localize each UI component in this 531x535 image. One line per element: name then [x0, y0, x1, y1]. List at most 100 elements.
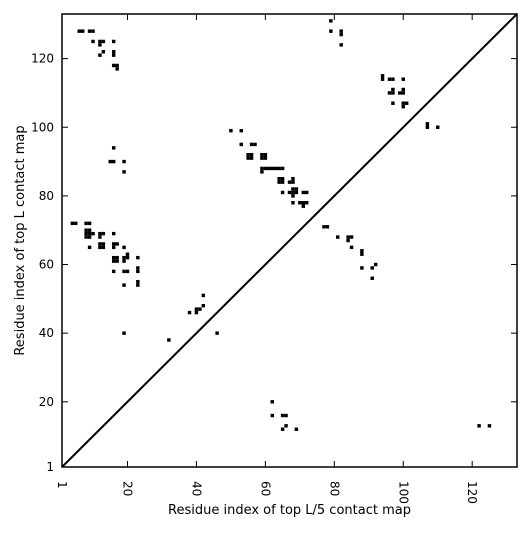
contact-point — [91, 29, 95, 33]
contact-point — [111, 242, 116, 246]
contact-point — [370, 266, 374, 270]
contact-point — [246, 152, 250, 157]
contact-point — [249, 152, 254, 157]
contact-point — [111, 231, 116, 236]
contact-point — [115, 259, 119, 263]
contact-point — [194, 307, 199, 311]
contact-point — [391, 101, 395, 105]
x-tick-label: 80 — [327, 481, 341, 496]
contact-point — [201, 303, 206, 308]
contact-point — [167, 338, 171, 342]
contact-point — [263, 152, 268, 157]
contact-point — [373, 262, 378, 267]
diagonal-line — [61, 13, 518, 468]
contact-point — [111, 259, 116, 263]
contact-point — [253, 142, 257, 147]
contact-point — [401, 101, 405, 105]
contact-point — [91, 231, 95, 236]
contact-point — [391, 77, 395, 81]
contact-point — [291, 177, 295, 181]
contact-point — [284, 424, 288, 428]
contact-point — [291, 194, 295, 198]
contact-point — [370, 276, 374, 280]
contact-point — [136, 283, 140, 287]
contact-point — [380, 74, 385, 78]
contact-point — [98, 39, 102, 44]
contact-point — [280, 190, 285, 195]
contact-point — [425, 125, 430, 129]
contact-point — [404, 101, 409, 105]
contact-point — [380, 77, 385, 81]
contact-point — [305, 201, 309, 205]
contact-point — [84, 231, 88, 236]
y-tick-label: 20 — [39, 395, 54, 409]
contact-point — [111, 39, 116, 44]
contact-point — [125, 255, 130, 260]
contact-point — [101, 39, 106, 44]
contact-point — [111, 50, 116, 54]
contact-point — [111, 53, 116, 57]
contact-point — [339, 43, 343, 47]
contact-point — [329, 19, 333, 23]
contact-point — [329, 29, 333, 33]
contact-point — [111, 269, 116, 274]
contact-point — [260, 152, 264, 157]
y-axis-label: Residue index of top L contact map — [13, 125, 28, 355]
contact-point — [201, 293, 206, 298]
contact-point — [360, 249, 364, 253]
contact-point — [287, 190, 292, 195]
contact-point — [215, 331, 219, 335]
contact-point — [391, 87, 395, 92]
contact-point — [346, 235, 350, 239]
contact-point — [270, 166, 274, 171]
contact-point — [122, 283, 126, 287]
x-tick-label: 100 — [396, 481, 410, 504]
contact-point — [270, 400, 274, 404]
contact-point — [346, 238, 350, 243]
contact-point — [280, 413, 285, 418]
contact-point — [187, 310, 192, 315]
contact-point — [401, 91, 405, 95]
contact-point — [115, 67, 119, 71]
plot-frame — [61, 13, 518, 468]
contact-point — [291, 180, 295, 184]
contact-point — [301, 201, 306, 205]
contact-point — [263, 166, 268, 171]
contact-point — [291, 187, 295, 191]
contact-point — [84, 221, 88, 226]
y-tick-label: 40 — [39, 326, 54, 340]
contact-point — [87, 245, 92, 250]
contact-point — [322, 225, 326, 229]
contact-point — [360, 252, 364, 256]
contact-point — [84, 228, 88, 232]
contact-point — [194, 310, 199, 315]
y-tick-label: 120 — [31, 52, 54, 66]
contact-point — [80, 29, 85, 33]
contact-point — [249, 142, 254, 147]
contact-point — [263, 156, 268, 160]
contact-point — [84, 235, 88, 239]
x-tick-label: 1 — [55, 481, 69, 489]
contact-point — [115, 63, 119, 68]
contact-point — [108, 159, 112, 164]
contact-point — [98, 235, 102, 239]
contact-point — [387, 77, 392, 81]
contact-point — [277, 166, 281, 171]
contact-point — [111, 146, 116, 150]
contact-point — [91, 39, 95, 44]
contact-point — [249, 156, 254, 160]
contact-point — [487, 424, 492, 428]
contact-point — [398, 91, 402, 95]
contact-point — [280, 177, 285, 181]
contact-point — [122, 259, 126, 263]
y-tick-label: 100 — [31, 120, 54, 134]
contact-point — [291, 190, 295, 195]
contact-point — [115, 255, 119, 260]
x-tick-label: 60 — [258, 481, 272, 496]
y-tick-label: 1 — [46, 460, 54, 474]
contact-point — [87, 221, 92, 226]
contact-point — [270, 413, 274, 418]
contact-point — [401, 87, 405, 92]
contact-point — [298, 201, 302, 205]
